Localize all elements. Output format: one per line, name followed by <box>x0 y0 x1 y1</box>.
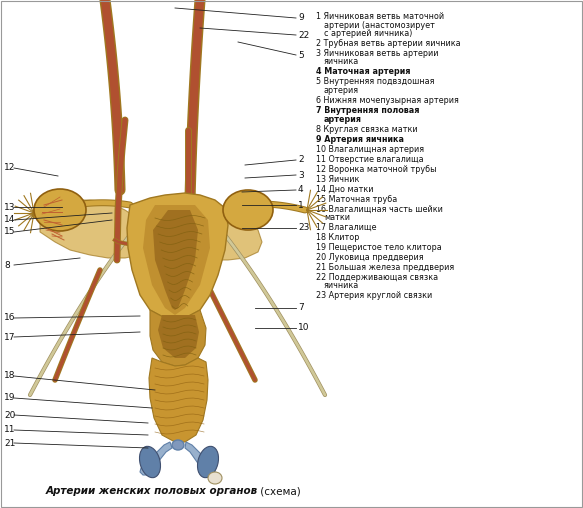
Text: 3 Яичниковая ветвь артерии: 3 Яичниковая ветвь артерии <box>316 49 438 58</box>
Text: 20: 20 <box>4 410 15 420</box>
Text: 21 Большая железа преддверия: 21 Большая железа преддверия <box>316 263 454 272</box>
Polygon shape <box>40 200 148 258</box>
Text: 20 Луковица преддверия: 20 Луковица преддверия <box>316 253 424 262</box>
Text: 6 Нижняя мочепузырная артерия: 6 Нижняя мочепузырная артерия <box>316 96 459 105</box>
Text: 2: 2 <box>298 155 304 165</box>
Text: 23: 23 <box>298 224 310 233</box>
Text: 15 Маточная труба: 15 Маточная труба <box>316 195 397 204</box>
Text: артерии (анастомозирует: артерии (анастомозирует <box>324 20 435 29</box>
Text: 17 Влагалище: 17 Влагалище <box>316 223 377 232</box>
Polygon shape <box>153 202 262 260</box>
Text: 3: 3 <box>298 171 304 179</box>
Polygon shape <box>150 310 206 366</box>
Text: 13: 13 <box>4 203 16 211</box>
Polygon shape <box>185 442 215 476</box>
Text: 11 Отверстие влагалища: 11 Отверстие влагалища <box>316 154 424 164</box>
Text: 22 Поддерживающая связка: 22 Поддерживающая связка <box>316 273 438 282</box>
Text: 16: 16 <box>4 313 16 323</box>
Text: 19 Пещеристое тело клитора: 19 Пещеристое тело клитора <box>316 243 442 252</box>
Text: (схема): (схема) <box>257 486 301 496</box>
Text: 10 Влагалищная артерия: 10 Влагалищная артерия <box>316 144 424 153</box>
Text: матки: матки <box>324 213 350 222</box>
Text: 19: 19 <box>4 394 16 402</box>
Ellipse shape <box>172 440 184 450</box>
Text: 2 Трубная ветвь артерии яичника: 2 Трубная ветвь артерии яичника <box>316 39 461 48</box>
Text: артерия: артерия <box>324 114 362 123</box>
Text: 18: 18 <box>4 371 16 380</box>
Polygon shape <box>153 210 198 310</box>
Text: 4 Маточная артерия: 4 Маточная артерия <box>316 68 410 77</box>
Text: 12 Воронка маточной трубы: 12 Воронка маточной трубы <box>316 165 437 174</box>
Text: 21: 21 <box>4 438 15 448</box>
Polygon shape <box>149 358 208 442</box>
Text: 23 Артерия круглой связки: 23 Артерия круглой связки <box>316 292 432 301</box>
Ellipse shape <box>139 447 160 478</box>
Text: 11: 11 <box>4 426 16 434</box>
Polygon shape <box>127 193 228 318</box>
Text: 5 Внутренняя подвздошная: 5 Внутренняя подвздошная <box>316 78 434 86</box>
Text: 5: 5 <box>298 50 304 59</box>
Text: 7: 7 <box>298 303 304 312</box>
Text: яичника: яичника <box>324 281 359 291</box>
Ellipse shape <box>34 189 86 231</box>
Ellipse shape <box>198 447 219 478</box>
Polygon shape <box>140 442 172 475</box>
Text: 1: 1 <box>298 201 304 209</box>
Text: Артерии женских половых органов: Артерии женских половых органов <box>46 486 258 496</box>
Text: 12: 12 <box>4 164 15 173</box>
Text: 8: 8 <box>4 261 10 270</box>
Text: 13 Яичник: 13 Яичник <box>316 175 359 183</box>
Ellipse shape <box>223 190 273 230</box>
Text: 1 Яичниковая ветвь маточной: 1 Яичниковая ветвь маточной <box>316 12 444 21</box>
Polygon shape <box>143 205 210 315</box>
Text: 17: 17 <box>4 333 16 341</box>
Text: 16 Влагалищная часть шейки: 16 Влагалищная часть шейки <box>316 205 443 213</box>
Polygon shape <box>158 315 199 358</box>
Text: 7 Внутренняя половая: 7 Внутренняя половая <box>316 106 420 115</box>
Text: 9 Артерия яичника: 9 Артерия яичника <box>316 135 404 143</box>
Text: 18 Клитор: 18 Клитор <box>316 233 359 242</box>
Text: 15: 15 <box>4 228 16 237</box>
Ellipse shape <box>208 472 222 484</box>
Text: 9: 9 <box>298 14 304 22</box>
Text: 22: 22 <box>298 30 309 40</box>
Text: 4: 4 <box>298 185 304 195</box>
Text: яичника: яичника <box>324 57 359 67</box>
Text: 14 Дно матки: 14 Дно матки <box>316 184 374 194</box>
Text: 8 Круглая связка матки: 8 Круглая связка матки <box>316 124 417 134</box>
Text: артерия: артерия <box>324 86 359 95</box>
Text: 14: 14 <box>4 215 15 225</box>
Text: с артерией яичника): с артерией яичника) <box>324 29 412 38</box>
Text: 10: 10 <box>298 324 310 333</box>
